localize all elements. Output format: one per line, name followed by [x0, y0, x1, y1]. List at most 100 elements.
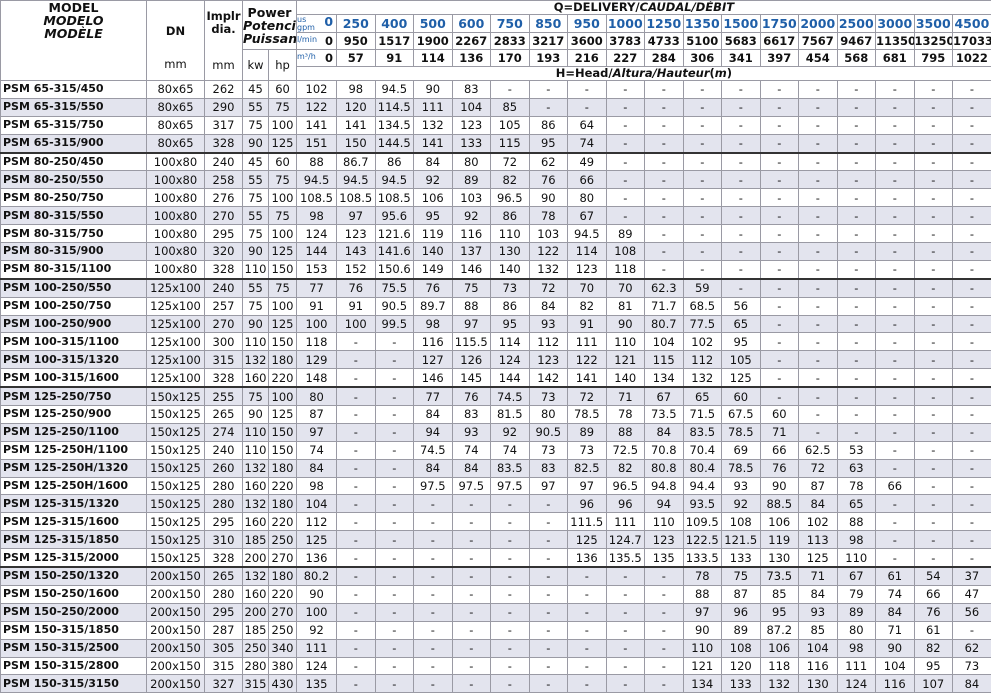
head-value: 93	[528, 314, 569, 334]
head-value: 134.5	[374, 115, 415, 135]
head-value: 123	[451, 115, 492, 135]
power-kw: 132	[242, 350, 269, 370]
head-value: -	[875, 386, 915, 407]
head-value: -	[605, 656, 646, 676]
head-value: 140	[413, 242, 453, 261]
power-kw: 160	[242, 476, 269, 496]
flow-value: 2833	[490, 32, 530, 50]
head-value: 122.5	[682, 530, 723, 550]
head-value: 99.5	[374, 314, 415, 334]
power-hp: 220	[267, 368, 298, 388]
head-value: -	[759, 296, 800, 316]
head-value: 76	[528, 170, 569, 190]
head-value: -	[759, 332, 800, 352]
head-value: -	[605, 151, 646, 172]
head-value: 95	[413, 206, 453, 226]
head-value: 73	[490, 277, 530, 298]
power-kw: 160	[242, 512, 269, 532]
head-value: 85	[759, 584, 800, 604]
head-value: 110	[682, 638, 723, 658]
head-value: -	[913, 259, 954, 280]
head-value: 71.5	[682, 405, 723, 424]
head-value: -	[528, 566, 569, 586]
head-value: 89	[605, 224, 646, 244]
head-value: -	[913, 206, 954, 226]
head-value: -	[952, 386, 991, 407]
head-value: 125	[296, 530, 338, 550]
flow-value: 136	[451, 49, 492, 67]
head-value: -	[413, 530, 453, 550]
impeller-diameter: 290	[204, 97, 243, 117]
head-value: -	[913, 548, 954, 568]
head-value: 74.5	[413, 440, 453, 460]
flow-value: 850	[528, 14, 569, 33]
flow-value: 500	[413, 14, 453, 33]
head-value: 124	[296, 656, 338, 676]
power-hp: 125	[267, 405, 298, 424]
head-value: -	[413, 494, 453, 514]
head-value: 88	[605, 422, 646, 442]
head-value: -	[836, 259, 877, 280]
head-value: 84	[875, 602, 915, 622]
model: PSM 125-315/2000	[0, 548, 147, 568]
head-value: -	[913, 151, 954, 172]
head-value: -	[913, 476, 954, 496]
flow-value: 3000	[875, 14, 915, 33]
head-value: -	[913, 133, 954, 154]
dn: 125x100	[146, 368, 205, 388]
flow-value: 91	[374, 49, 415, 67]
head-value: -	[644, 620, 684, 640]
head-value: -	[413, 512, 453, 532]
dn: 100x80	[146, 242, 205, 261]
pump-row: PSM 125-250/750 150x125 255 75 100 80- -77 76 74…	[0, 386, 991, 407]
head-value: -	[528, 584, 569, 604]
power-hp: 125	[267, 242, 298, 261]
flow-value: 13250	[913, 32, 954, 50]
head-value: 150.6	[374, 259, 415, 280]
dn: 100x80	[146, 151, 205, 172]
head-value: -	[605, 602, 646, 622]
power-kw: 132	[242, 494, 269, 514]
head-value: 54	[913, 566, 954, 586]
head-value: -	[952, 242, 991, 261]
head-value: 141.6	[374, 242, 415, 261]
head-value: -	[490, 566, 530, 586]
head-value: 98	[296, 476, 338, 496]
power-hp: 150	[267, 259, 298, 280]
head-value: -	[490, 512, 530, 532]
head-value: -	[528, 548, 569, 568]
model: PSM 100-250/900	[0, 314, 147, 334]
head-value: -	[682, 133, 723, 154]
head-value: 90	[605, 314, 646, 334]
head-value: 144.5	[374, 133, 415, 154]
head-value: 75	[451, 277, 492, 298]
delivery-label: Q=DELIVERY/	[553, 0, 640, 14]
head-value: 97	[296, 422, 338, 442]
head-value: 105	[721, 350, 761, 370]
head-value: -	[952, 296, 991, 316]
head-value: -	[798, 133, 838, 154]
head-value: -	[836, 422, 877, 442]
head-value: 92	[296, 620, 338, 640]
flow-value-text: 0	[324, 14, 334, 29]
head-value: 110	[644, 512, 684, 532]
head-value: -	[798, 206, 838, 226]
head-value: -	[836, 368, 877, 388]
kw-header: kw	[242, 49, 269, 81]
head-value: 92	[490, 422, 530, 442]
head-value: -	[913, 80, 954, 99]
head-value: -	[682, 242, 723, 261]
head-value: -	[952, 530, 991, 550]
head-value: 88	[682, 584, 723, 604]
head-value: 78	[528, 206, 569, 226]
head-value: -	[721, 97, 761, 117]
head-value: 115	[644, 350, 684, 370]
head-value: 87	[296, 405, 338, 424]
head-value: 96	[605, 494, 646, 514]
head-value: -	[952, 440, 991, 460]
flow-value: 950	[336, 32, 376, 50]
head-value: -	[374, 458, 415, 478]
head-value: 56	[952, 602, 991, 622]
head-value: 90.5	[528, 422, 569, 442]
